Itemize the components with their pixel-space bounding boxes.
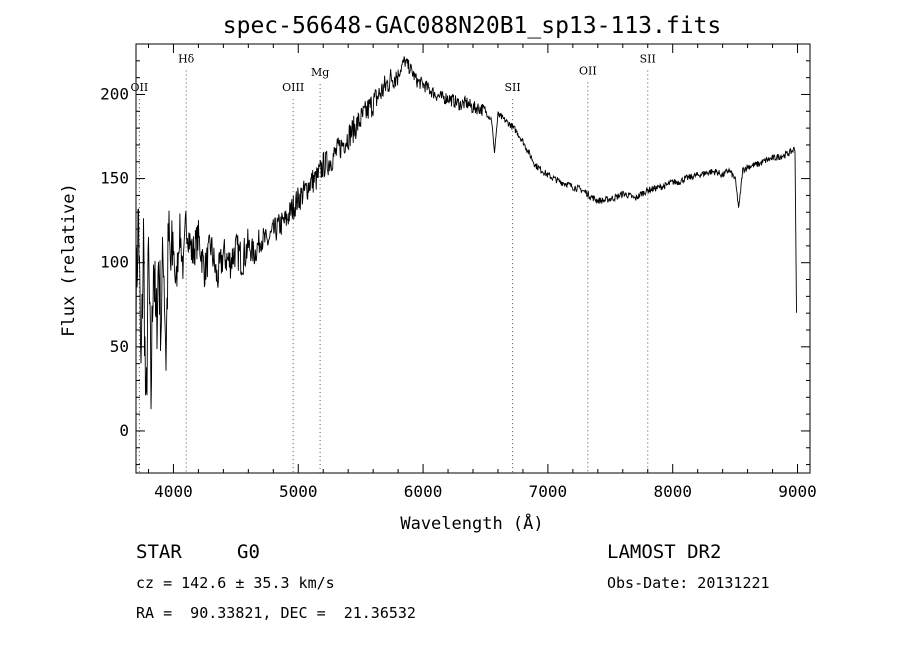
y-tick-label: 50 bbox=[110, 337, 129, 356]
line-marker-label: Mg bbox=[311, 66, 329, 79]
line-marker-label: OII bbox=[131, 81, 149, 94]
x-axis: 4000 5000 6000 7000 8000 9000 bbox=[147, 44, 817, 501]
x-tick-label: 9000 bbox=[778, 482, 817, 501]
y-axis: 0 50 100 150 200 bbox=[100, 60, 810, 466]
line-marker-label: OIII bbox=[282, 81, 304, 94]
object-class: STAR bbox=[136, 541, 182, 563]
y-tick-label: 0 bbox=[119, 421, 129, 440]
line-marker-label: SII bbox=[504, 81, 520, 94]
line-marker-label: OII bbox=[579, 64, 597, 77]
y-axis-label: Flux (relative) bbox=[59, 183, 79, 337]
y-tick-label: 150 bbox=[100, 169, 129, 188]
y-tick-label: 200 bbox=[100, 84, 129, 103]
x-tick-label: 8000 bbox=[653, 482, 692, 501]
chart-title: spec-56648-GAC088N20B1_sp13-113.fits bbox=[223, 13, 722, 39]
redshift-readout: cz = 142.6 ± 35.3 km/s bbox=[136, 574, 335, 592]
obs-date: Obs-Date: 20131221 bbox=[607, 574, 770, 592]
x-tick-label: 4000 bbox=[154, 482, 193, 501]
y-tick-label: 100 bbox=[100, 253, 129, 272]
x-axis-label: Wavelength (Å) bbox=[400, 512, 543, 534]
x-tick-label: 6000 bbox=[404, 482, 443, 501]
x-tick-label: 7000 bbox=[529, 482, 568, 501]
x-tick-label: 5000 bbox=[279, 482, 318, 501]
spectrum-line bbox=[135, 56, 797, 410]
line-markers: OII Hδ OIII Mg SII OII SII bbox=[131, 53, 656, 473]
line-marker-label: Hδ bbox=[178, 53, 195, 66]
object-subclass: G0 bbox=[237, 541, 260, 563]
coordinates-readout: RA = 90.33821, DEC = 21.36532 bbox=[136, 604, 416, 622]
survey-name: LAMOST DR2 bbox=[607, 541, 722, 563]
line-marker-label: SII bbox=[640, 53, 656, 66]
